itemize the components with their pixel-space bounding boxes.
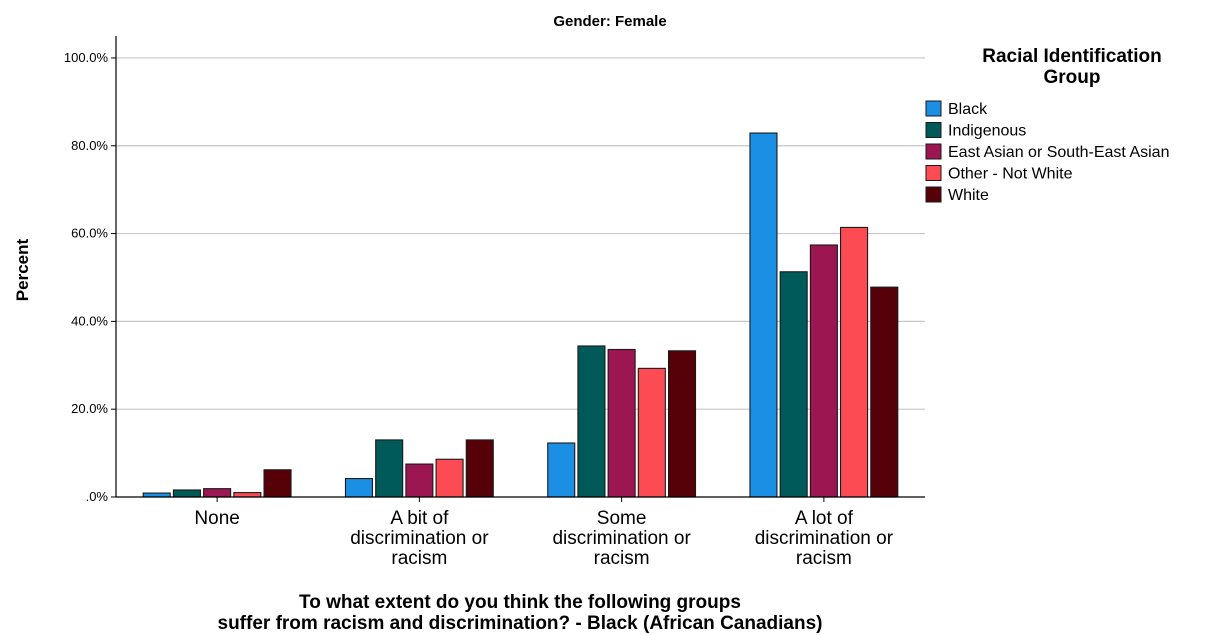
y-tick-label: 20.0%: [71, 401, 108, 416]
legend-label: East Asian or South-East Asian: [948, 144, 1169, 161]
x-category-label: A bit of: [390, 508, 449, 529]
legend-swatch: [925, 122, 942, 138]
x-category-label: A lot of: [795, 508, 854, 529]
bar-other-not-white-2: [637, 367, 666, 498]
legend-title: Racial Identification: [982, 46, 1161, 67]
legend-swatch: [925, 186, 942, 203]
bar-east-asian-or-south-east-asian-1: [405, 463, 434, 498]
bar-other-not-white-3: [840, 226, 869, 498]
x-axis-label-line: suffer from racism and discrimination? -…: [218, 613, 823, 634]
bar-other-not-white-1: [435, 458, 464, 498]
x-category-label: discrimination or: [350, 528, 489, 549]
y-tick-label: 100.0%: [64, 50, 109, 65]
y-tick-label: 60.0%: [71, 226, 108, 241]
y-tick-labels: .0% 20.0% 40.0% 60.0% 80.0% 100.0%: [64, 50, 116, 504]
x-category-label: racism: [391, 548, 447, 569]
bar-white-1: [465, 439, 494, 498]
bar-east-asian-or-south-east-asian-0: [203, 488, 232, 498]
bar-black-1: [344, 478, 374, 498]
bar-black-3: [749, 132, 778, 498]
y-tick-label: 80.0%: [71, 138, 108, 153]
legend-label: Other - Not White: [948, 166, 1073, 183]
bar-indigenous-1: [375, 439, 404, 498]
bar-black-2: [547, 442, 576, 498]
x-category-label: discrimination or: [755, 528, 894, 549]
legend-swatch: [925, 165, 942, 181]
y-tick-label: 40.0%: [71, 313, 108, 328]
x-category-label: discrimination or: [552, 528, 691, 549]
x-category-label: Some: [597, 508, 647, 529]
bar-indigenous-0: [172, 489, 201, 498]
legend-swatch: [925, 100, 942, 117]
legend-label: Black: [948, 101, 988, 118]
bars: [142, 132, 899, 498]
x-axis-label-line: To what extent do you think the followin…: [299, 592, 741, 613]
chart-title: Gender: Female: [553, 13, 666, 30]
legend-label: Indigenous: [948, 123, 1026, 140]
legend-title: Group: [1044, 67, 1101, 88]
axes: [115, 36, 925, 498]
y-axis-label: Percent: [13, 238, 32, 301]
bar-indigenous-3: [779, 271, 808, 498]
bar-other-not-white-0: [233, 492, 262, 498]
x-category-label: racism: [796, 548, 852, 569]
bar-white-3: [870, 286, 899, 498]
y-tick-label: .0%: [86, 489, 109, 504]
x-category-label: racism: [594, 548, 650, 569]
x-category-label: None: [194, 508, 239, 529]
bar-white-0: [263, 469, 292, 498]
bar-white-2: [667, 350, 697, 498]
legend-label: White: [948, 187, 989, 204]
legend-swatch: [925, 143, 942, 160]
bar-east-asian-or-south-east-asian-3: [809, 244, 838, 498]
bar-east-asian-or-south-east-asian-2: [607, 348, 636, 498]
bar-indigenous-2: [577, 345, 606, 498]
x-axis-label: To what extent do you think the followin…: [218, 592, 823, 634]
